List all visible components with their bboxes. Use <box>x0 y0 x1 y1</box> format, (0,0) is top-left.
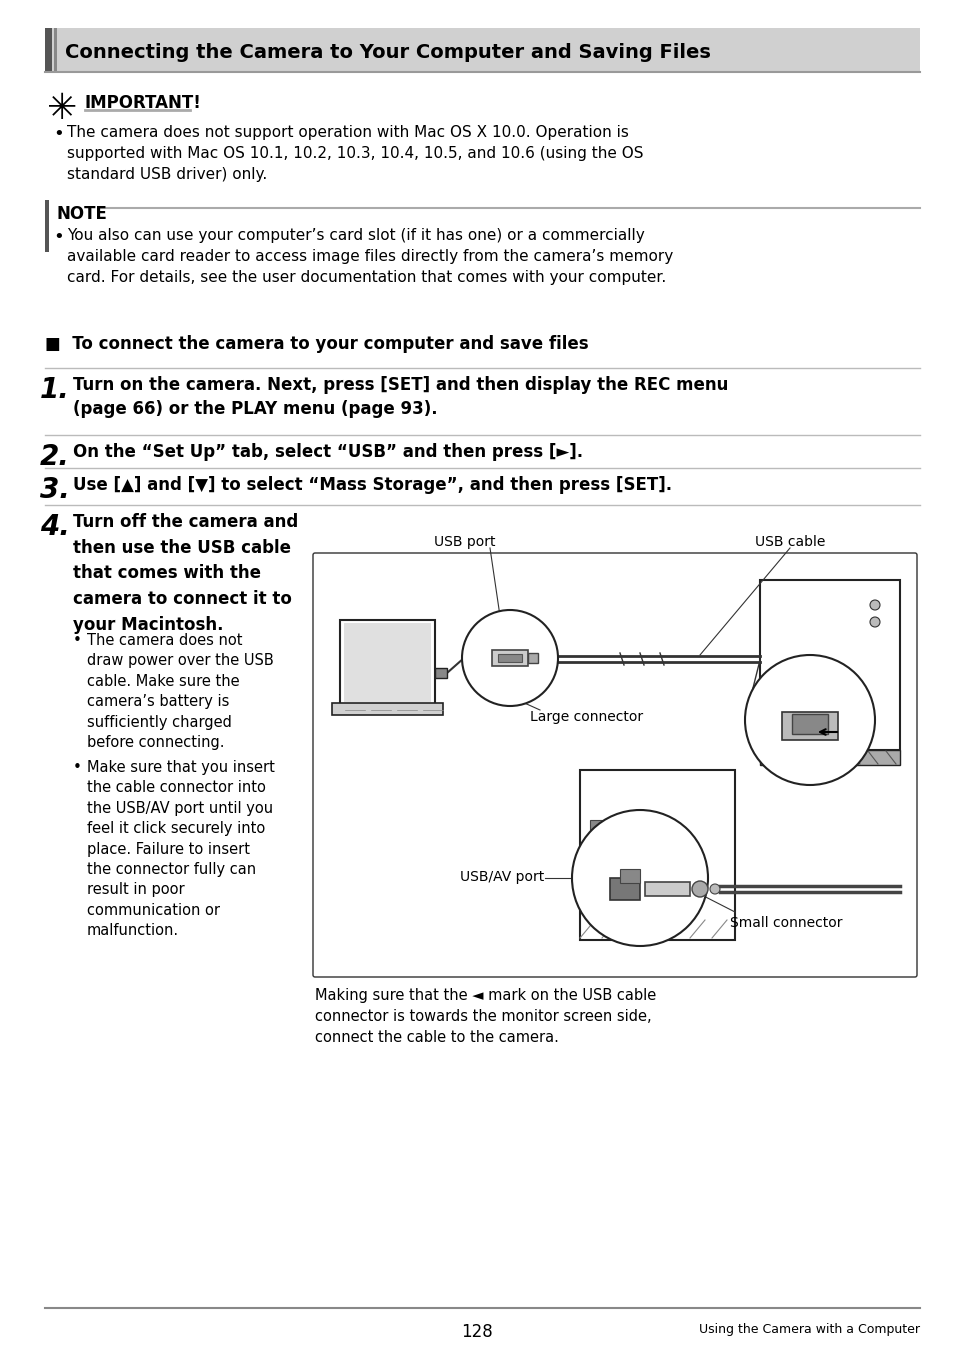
Text: •: • <box>73 760 82 775</box>
Text: Using the Camera with a Computer: Using the Camera with a Computer <box>699 1323 919 1337</box>
Text: 4.: 4. <box>40 513 70 541</box>
Text: ■  To connect the camera to your computer and save files: ■ To connect the camera to your computer… <box>45 335 588 353</box>
Text: Turn on the camera. Next, press [SET] and then display the REC menu
(page 66) or: Turn on the camera. Next, press [SET] an… <box>73 376 727 418</box>
Text: 3.: 3. <box>40 476 70 503</box>
Text: Large connector: Large connector <box>530 710 642 725</box>
Text: 128: 128 <box>460 1323 493 1341</box>
Text: 1.: 1. <box>40 376 70 404</box>
Text: The camera does not
draw power over the USB
cable. Make sure the
camera’s batter: The camera does not draw power over the … <box>87 632 274 750</box>
Bar <box>435 668 447 678</box>
Bar <box>644 882 689 896</box>
Text: Turn off the camera and
then use the USB cable
that comes with the
camera to con: Turn off the camera and then use the USB… <box>73 513 298 634</box>
Text: •: • <box>53 125 64 142</box>
Text: 2.: 2. <box>40 442 70 471</box>
Circle shape <box>869 600 879 611</box>
Text: USB/AV port: USB/AV port <box>459 870 543 883</box>
Bar <box>45 28 919 72</box>
Bar <box>54 28 57 72</box>
Text: Small connector: Small connector <box>729 916 841 930</box>
Text: Use [▲] and [▼] to select “Mass Storage”, and then press [SET].: Use [▲] and [▼] to select “Mass Storage”… <box>73 476 672 494</box>
Bar <box>344 623 431 702</box>
Bar <box>781 712 837 740</box>
Bar <box>760 750 899 765</box>
Text: The camera does not support operation with Mac OS X 10.0. Operation is
supported: The camera does not support operation wi… <box>67 125 643 182</box>
Circle shape <box>691 881 707 897</box>
Text: You also can use your computer’s card slot (if it has one) or a commercially
ava: You also can use your computer’s card sl… <box>67 228 673 285</box>
Text: Make sure that you insert
the cable connector into
the USB/AV port until you
fee: Make sure that you insert the cable conn… <box>87 760 274 938</box>
Circle shape <box>744 655 874 784</box>
Text: IMPORTANT!: IMPORTANT! <box>85 94 202 113</box>
Bar <box>589 820 604 835</box>
Text: ✳: ✳ <box>47 92 77 126</box>
Text: •: • <box>53 228 64 246</box>
Circle shape <box>461 611 558 706</box>
Circle shape <box>572 810 707 946</box>
Bar <box>339 620 435 706</box>
Text: USB cable: USB cable <box>754 535 824 550</box>
Circle shape <box>778 668 841 731</box>
Bar <box>579 769 734 940</box>
Bar <box>497 654 521 662</box>
Text: Connecting the Camera to Your Computer and Saving Files: Connecting the Camera to Your Computer a… <box>65 43 710 62</box>
Bar <box>45 28 52 72</box>
Text: NOTE: NOTE <box>57 205 108 223</box>
Bar <box>589 839 619 860</box>
Bar <box>492 650 527 666</box>
Text: •: • <box>73 632 82 649</box>
Bar <box>619 868 639 883</box>
Circle shape <box>709 883 720 894</box>
Text: Making sure that the ◄ mark on the USB cable
connector is towards the monitor sc: Making sure that the ◄ mark on the USB c… <box>314 988 656 1045</box>
Bar <box>45 199 49 252</box>
Text: USB port: USB port <box>434 535 496 550</box>
Circle shape <box>789 680 829 721</box>
Circle shape <box>869 617 879 627</box>
Text: On the “Set Up” tab, select “USB” and then press [►].: On the “Set Up” tab, select “USB” and th… <box>73 442 582 461</box>
Bar <box>791 714 827 734</box>
Bar <box>760 579 899 750</box>
FancyBboxPatch shape <box>313 554 916 977</box>
Bar <box>527 653 537 664</box>
Bar <box>609 878 639 900</box>
Bar <box>332 703 442 715</box>
